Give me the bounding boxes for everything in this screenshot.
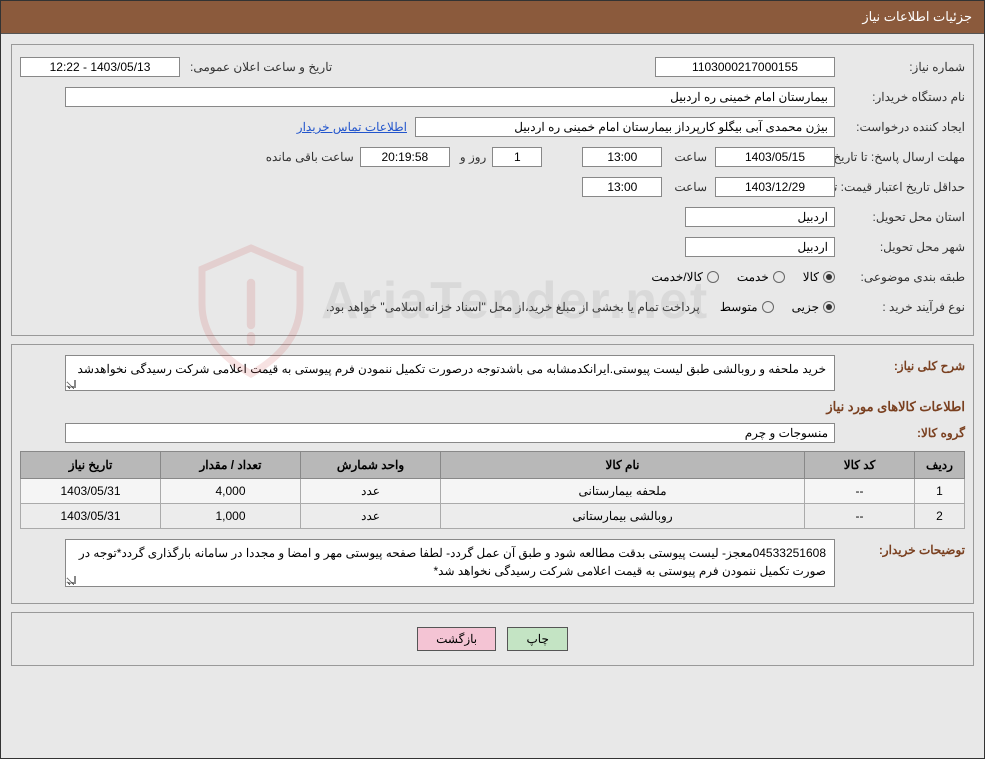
cell-idx: 2 xyxy=(915,504,965,529)
requester-value: بیژن محمدی آبی بیگلو کارپرداز بیمارستان … xyxy=(415,117,835,137)
requester-label: ایجاد کننده درخواست: xyxy=(835,120,965,134)
info-panel: شماره نیاز: 1103000217000155 تاریخ و ساع… xyxy=(11,44,974,336)
category-radio-group: کالا خدمت کالا/خدمت xyxy=(651,270,835,284)
radio-icon xyxy=(707,271,719,283)
radio-goods[interactable]: کالا xyxy=(803,270,835,284)
radio-minor[interactable]: جزیی xyxy=(792,300,835,314)
need-number-label: شماره نیاز: xyxy=(835,60,965,74)
cell-unit: عدد xyxy=(301,504,441,529)
th-row: ردیف xyxy=(915,452,965,479)
province-value: اردبیل xyxy=(685,207,835,227)
validity-date-value: 1403/12/29 xyxy=(715,177,835,197)
purchase-type-radio-group: جزیی متوسط xyxy=(720,300,835,314)
goods-group-label: گروه کالا: xyxy=(835,426,965,440)
need-number-value: 1103000217000155 xyxy=(655,57,835,77)
radio-goods-service[interactable]: کالا/خدمت xyxy=(651,270,718,284)
row-category: طبقه بندی موضوعی: کالا خدمت کالا/خدمت xyxy=(20,265,965,289)
table-row: 2 -- روبالشی بیمارستانی عدد 1,000 1403/0… xyxy=(21,504,965,529)
row-overall-desc: شرح کلی نیاز: خرید ملحفه و روبالشی طبق ل… xyxy=(20,355,965,391)
city-value: اردبیل xyxy=(685,237,835,257)
desc-panel: شرح کلی نیاز: خرید ملحفه و روبالشی طبق ل… xyxy=(11,344,974,604)
th-unit: واحد شمارش xyxy=(301,452,441,479)
page-header: جزئیات اطلاعات نیاز xyxy=(1,1,984,34)
radio-icon xyxy=(762,301,774,313)
time-label-2: ساعت xyxy=(670,180,707,194)
days-value: 1 xyxy=(492,147,542,167)
cell-idx: 1 xyxy=(915,479,965,504)
countdown-value: 20:19:58 xyxy=(360,147,450,167)
row-need-number: شماره نیاز: 1103000217000155 تاریخ و ساع… xyxy=(20,55,965,79)
remaining-label: ساعت باقی مانده xyxy=(262,150,354,164)
row-buyer-notes: توضیحات خریدار: 04533251608معجز- لیست پی… xyxy=(20,539,965,587)
radio-icon xyxy=(823,271,835,283)
buttons-panel: چاپ بازگشت xyxy=(11,612,974,666)
buyer-org-label: نام دستگاه خریدار: xyxy=(835,90,965,104)
items-table: ردیف کد کالا نام کالا واحد شمارش تعداد /… xyxy=(20,451,965,529)
validity-time-value: 13:00 xyxy=(582,177,662,197)
row-province: استان محل تحویل: اردبیل xyxy=(20,205,965,229)
overall-desc-label: شرح کلی نیاز: xyxy=(835,355,965,373)
deadline-date-value: 1403/05/15 xyxy=(715,147,835,167)
province-label: استان محل تحویل: xyxy=(835,210,965,224)
category-label: طبقه بندی موضوعی: xyxy=(835,270,965,284)
cell-code: -- xyxy=(805,504,915,529)
row-deadline: مهلت ارسال پاسخ: تا تاریخ: 1403/05/15 سا… xyxy=(20,145,965,169)
table-body: 1 -- ملحفه بیمارستانی عدد 4,000 1403/05/… xyxy=(21,479,965,529)
contact-link[interactable]: اطلاعات تماس خریدار xyxy=(297,120,407,134)
th-name: نام کالا xyxy=(441,452,805,479)
deadline-label: مهلت ارسال پاسخ: تا تاریخ: xyxy=(835,150,965,164)
radio-icon xyxy=(773,271,785,283)
days-and-label: روز و xyxy=(456,150,487,164)
th-qty: تعداد / مقدار xyxy=(161,452,301,479)
page-title: جزئیات اطلاعات نیاز xyxy=(862,9,972,24)
row-buyer-org: نام دستگاه خریدار: بیمارستان امام خمینی … xyxy=(20,85,965,109)
goods-group-value: منسوجات و چرم xyxy=(65,423,835,443)
radio-icon xyxy=(823,301,835,313)
deadline-time-value: 13:00 xyxy=(582,147,662,167)
table-header-row: ردیف کد کالا نام کالا واحد شمارش تعداد /… xyxy=(21,452,965,479)
cell-code: -- xyxy=(805,479,915,504)
cell-unit: عدد xyxy=(301,479,441,504)
purchase-note: پرداخت تمام یا بخشی از مبلغ خرید،از محل … xyxy=(322,300,700,314)
buyer-notes-value: 04533251608معجز- لیست پیوستی بدقت مطالعه… xyxy=(65,539,835,587)
resize-handle-icon[interactable] xyxy=(68,380,76,388)
city-label: شهر محل تحویل: xyxy=(835,240,965,254)
back-button[interactable]: بازگشت xyxy=(417,627,496,651)
cell-qty: 4,000 xyxy=(161,479,301,504)
th-code: کد کالا xyxy=(805,452,915,479)
announce-date-label: تاریخ و ساعت اعلان عمومی: xyxy=(186,60,332,74)
row-city: شهر محل تحویل: اردبیل xyxy=(20,235,965,259)
radio-medium[interactable]: متوسط xyxy=(720,300,774,314)
row-validity: حداقل تاریخ اعتبار قیمت: تا تاریخ: 1403/… xyxy=(20,175,965,199)
buyer-org-value: بیمارستان امام خمینی ره اردبیل xyxy=(65,87,835,107)
announce-date-value: 1403/05/13 - 12:22 xyxy=(20,57,180,77)
buyer-notes-label: توضیحات خریدار: xyxy=(835,539,965,557)
print-button[interactable]: چاپ xyxy=(507,627,567,651)
radio-service[interactable]: خدمت xyxy=(737,270,785,284)
cell-name: روبالشی بیمارستانی xyxy=(441,504,805,529)
row-goods-group: گروه کالا: منسوجات و چرم xyxy=(20,421,965,445)
cell-date: 1403/05/31 xyxy=(21,479,161,504)
row-purchase-type: نوع فرآیند خرید : جزیی متوسط پرداخت تمام… xyxy=(20,295,965,319)
resize-handle-icon[interactable] xyxy=(68,576,76,584)
button-row: چاپ بازگشت xyxy=(16,617,969,661)
validity-label: حداقل تاریخ اعتبار قیمت: تا تاریخ: xyxy=(835,180,965,194)
row-requester: ایجاد کننده درخواست: بیژن محمدی آبی بیگل… xyxy=(20,115,965,139)
th-date: تاریخ نیاز xyxy=(21,452,161,479)
cell-qty: 1,000 xyxy=(161,504,301,529)
cell-date: 1403/05/31 xyxy=(21,504,161,529)
items-section-title: اطلاعات کالاهای مورد نیاز xyxy=(20,399,965,415)
page-container: جزئیات اطلاعات نیاز شماره نیاز: 11030002… xyxy=(0,0,985,759)
overall-desc-value: خرید ملحفه و روبالشی طبق لیست پیوستی.ایر… xyxy=(65,355,835,391)
time-label-1: ساعت xyxy=(670,150,707,164)
content-area: شماره نیاز: 1103000217000155 تاریخ و ساع… xyxy=(1,34,984,684)
table-row: 1 -- ملحفه بیمارستانی عدد 4,000 1403/05/… xyxy=(21,479,965,504)
cell-name: ملحفه بیمارستانی xyxy=(441,479,805,504)
purchase-type-label: نوع فرآیند خرید : xyxy=(835,300,965,314)
